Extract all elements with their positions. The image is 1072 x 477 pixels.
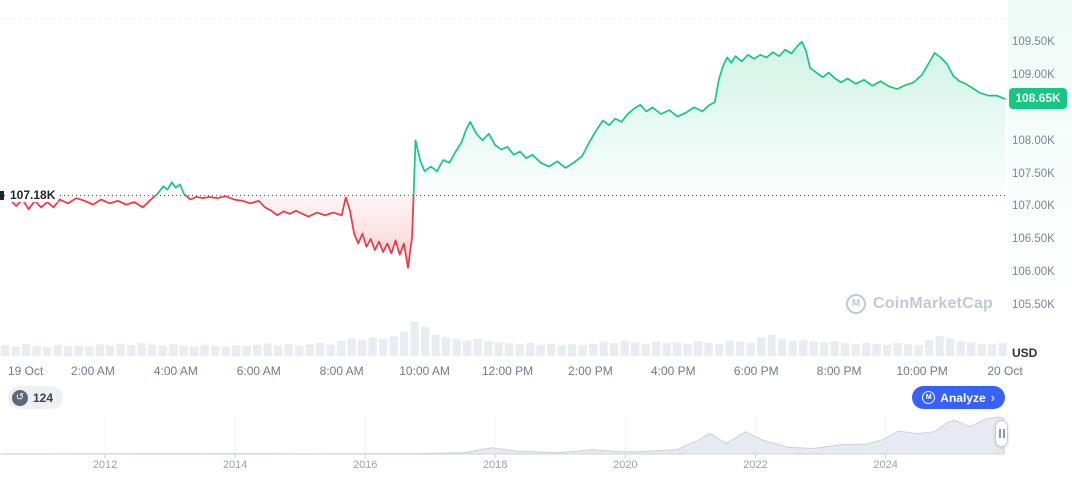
x-axis-label: 6:00 AM — [236, 364, 281, 378]
range-selector-handle[interactable] — [995, 420, 1008, 447]
x-axis-label: 4:00 PM — [650, 364, 696, 378]
x-axis-label: 8:00 PM — [816, 364, 862, 378]
y-axis: 108.65K USD 109.50K 109.00K 108.00K 107.50K… — [1008, 0, 1072, 362]
x-axis-label: 6:00 PM — [733, 364, 779, 378]
range-selector-chart[interactable] — [0, 413, 1010, 458]
price-chart-svg[interactable] — [0, 0, 1008, 362]
range-selector-year-label: 2022 — [743, 459, 768, 471]
coinmarketcap-watermark: M CoinMarketCap — [846, 294, 993, 314]
x-axis-label: 2:00 AM — [70, 364, 115, 378]
y-axis-label: 108.00K — [1012, 134, 1055, 147]
x-axis-label: 10:00 AM — [399, 364, 450, 378]
y-axis-label: 106.50K — [1012, 233, 1055, 246]
history-count: 124 — [33, 390, 54, 405]
range-selector-year-label: 2012 — [92, 459, 118, 471]
previous-close-marker — [0, 191, 4, 201]
bar-replay-badge[interactable]: ↺ 124 — [8, 386, 64, 409]
x-axis-label: 19 Oct — [8, 364, 44, 378]
currency-label: USD — [1012, 346, 1038, 360]
x-axis-label: 10:00 PM — [896, 364, 948, 378]
x-axis-label: 4:00 AM — [153, 364, 198, 378]
range-selector-year-label: 2016 — [352, 459, 378, 471]
range-selector-year-label: 2020 — [613, 459, 638, 471]
x-axis-label: 8:00 AM — [319, 364, 364, 378]
range-selector-year-label: 2024 — [873, 459, 898, 471]
y-axis-label: 105.50K — [1012, 299, 1055, 311]
watermark-text: CoinMarketCap — [873, 295, 993, 312]
analyze-button[interactable]: M Analyze › — [912, 386, 1005, 409]
y-axis-label: 109.00K — [1012, 68, 1055, 81]
chevron-right-icon: › — [990, 389, 995, 405]
analyze-button-label: Analyze — [940, 390, 986, 405]
y-axis-label: 107.00K — [1012, 200, 1055, 213]
x-axis-label: 20 Oct — [987, 364, 1023, 378]
y-axis-label: 106.00K — [1012, 266, 1055, 279]
previous-close-label: 107.18K — [7, 187, 59, 202]
y-axis-label: 107.50K — [1012, 167, 1055, 180]
last-price-badge: 108.65K — [1009, 87, 1067, 109]
x-axis: 19 Oct 2:00 AM 4:00 AM 6:00 AM 8:00 AM 10:00 … — [0, 364, 1023, 380]
y-axis-label: 109.50K — [1012, 36, 1055, 48]
x-axis-label: 2:00 PM — [568, 364, 613, 378]
coinmarketcap-logo-icon: M — [922, 391, 936, 404]
history-icon: ↺ — [12, 389, 28, 406]
range-selector-year-label: 2018 — [483, 459, 508, 471]
x-axis-label: 12:00 PM — [481, 364, 534, 378]
coinmarketcap-logo-icon: M — [846, 294, 866, 314]
range-selector-year-label: 2014 — [222, 459, 248, 471]
